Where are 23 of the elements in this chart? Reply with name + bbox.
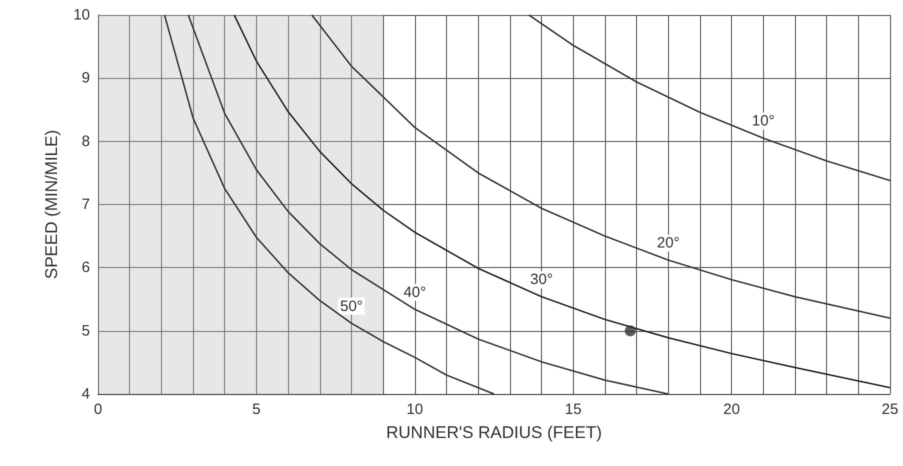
x-tick-label: 20 bbox=[723, 401, 740, 418]
y-axis-title: SPEED (MIN/MILE) bbox=[42, 130, 61, 280]
x-axis-title: RUNNER'S RADIUS (FEET) bbox=[386, 423, 602, 442]
x-tick-label: 15 bbox=[564, 401, 582, 418]
x-tick-label: 25 bbox=[882, 401, 898, 418]
series-label: 50° bbox=[340, 298, 363, 315]
series-label: 20° bbox=[656, 234, 680, 252]
y-tick-label: 8 bbox=[82, 132, 90, 150]
y-tick-label: 4 bbox=[82, 386, 90, 402]
y-tick-label: 6 bbox=[82, 259, 90, 276]
y-tick-label: 7 bbox=[82, 196, 90, 213]
series-label: 10° bbox=[752, 112, 775, 130]
line-series bbox=[311, 14, 891, 319]
x-tick-label: 10 bbox=[406, 401, 424, 418]
line-series bbox=[528, 14, 891, 182]
x-tick-label: 0 bbox=[94, 401, 102, 418]
x-tick-label: 5 bbox=[252, 401, 261, 418]
y-tick-label: 9 bbox=[82, 70, 90, 87]
line-series bbox=[233, 14, 891, 388]
series-label: 30° bbox=[530, 271, 553, 288]
series-label: 40° bbox=[403, 284, 426, 301]
y-tick-label: 10 bbox=[73, 6, 90, 24]
y-tick-label: 5 bbox=[82, 322, 90, 340]
